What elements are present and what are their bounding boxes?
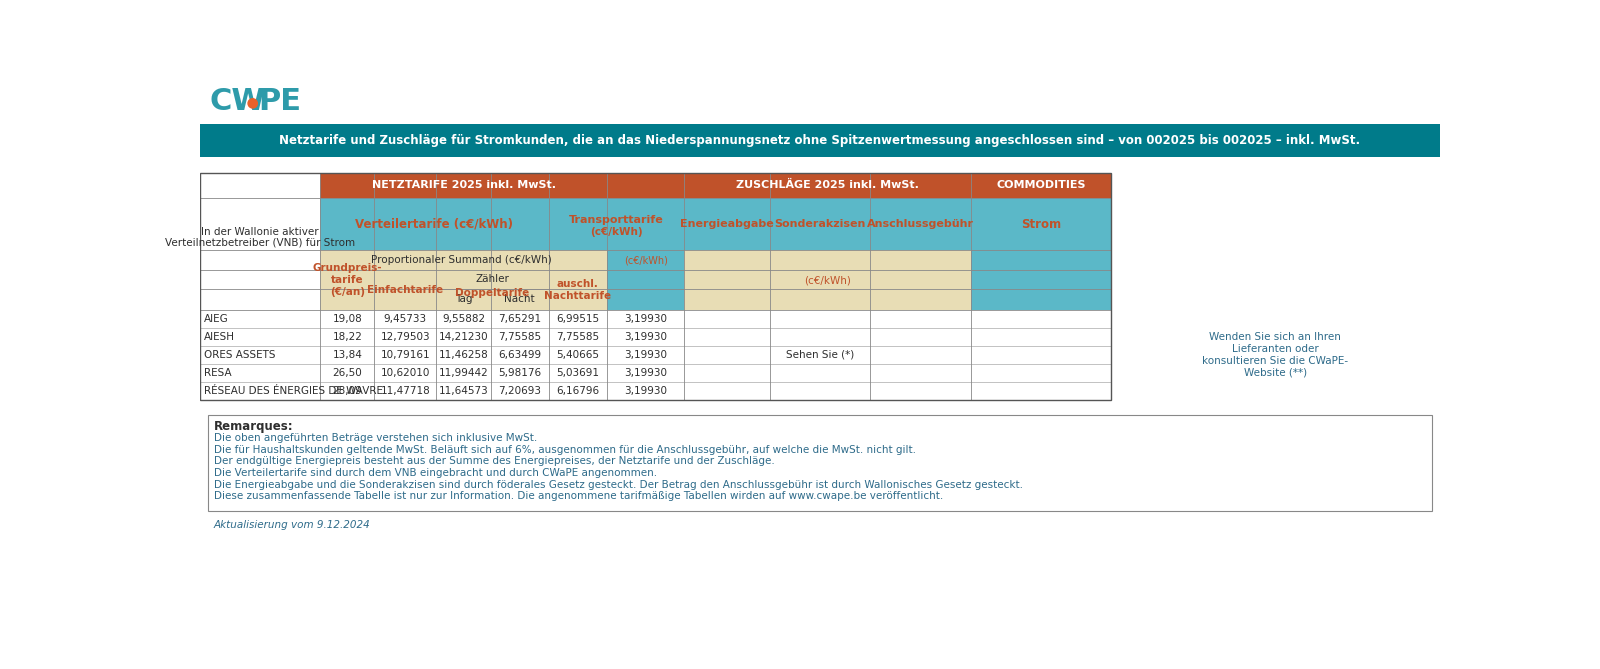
Text: 3,19930: 3,19930 [624,350,667,360]
Bar [320,250,374,310]
Text: 14,21230: 14,21230 [438,332,488,342]
Text: (c€/kWh): (c€/kWh) [805,275,851,285]
Text: 11,99442: 11,99442 [438,368,488,378]
Text: 7,75585: 7,75585 [498,332,541,342]
Bar [200,346,1110,364]
Text: 7,65291: 7,65291 [498,314,541,324]
Bar [971,198,1110,250]
Text: 19,08: 19,08 [333,314,362,324]
Bar [200,382,1110,400]
Text: Remarques:: Remarques: [214,419,293,433]
Circle shape [248,99,258,108]
Bar [374,250,437,310]
Text: 6,63499: 6,63499 [498,350,541,360]
Bar [971,250,1110,310]
Bar [770,198,870,250]
Text: Grundpreis-
tarife
(€/an): Grundpreis- tarife (€/an) [312,264,382,296]
Text: Diese zusammenfassende Tabelle ist nur zur Information. Die angenommene tarifmäß: Diese zusammenfassende Tabelle ist nur z… [214,491,944,501]
Text: 3,19930: 3,19930 [624,386,667,396]
Text: Wenden Sie sich an Ihren
Lieferanten oder
konsultieren Sie die CWaPE-
Website (*: Wenden Sie sich an Ihren Lieferanten ode… [1202,332,1349,377]
Text: 18,22: 18,22 [333,332,362,342]
Text: Die oben angeführten Beträge verstehen sich inklusive MwSt.: Die oben angeführten Beträge verstehen s… [214,434,538,444]
Text: (c€/kWh): (c€/kWh) [624,255,667,265]
Text: 11,64573: 11,64573 [438,386,488,396]
Bar [437,250,549,310]
Text: 10,62010: 10,62010 [381,368,430,378]
Bar [200,173,320,400]
Text: Doppeltarife: Doppeltarife [456,288,530,298]
Text: Nacht: Nacht [504,294,534,304]
Bar [320,198,549,250]
Bar [200,364,1110,382]
Text: PE: PE [258,88,301,116]
Text: Der endgültige Energiepreis besteht aus der Summe des Energiepreises, der Netzta: Der endgültige Energiepreis besteht aus … [214,456,774,466]
Text: RÉSEAU DES ÉNERGIES DE WAVRE: RÉSEAU DES ÉNERGIES DE WAVRE [203,386,382,396]
Text: 28,09: 28,09 [333,386,362,396]
Text: 5,03691: 5,03691 [557,368,600,378]
Text: 3,19930: 3,19930 [624,314,667,324]
Text: 3,19930: 3,19930 [624,368,667,378]
Text: Proportionaler Summand (c€/kWh): Proportionaler Summand (c€/kWh) [371,255,552,265]
Text: AIEG: AIEG [203,314,229,324]
Text: Verteilertarife (c€/kWh): Verteilertarife (c€/kWh) [355,218,514,231]
Bar [200,173,1110,400]
Text: Strom: Strom [1021,218,1061,231]
Text: 26,50: 26,50 [333,368,362,378]
Text: ORES ASSETS: ORES ASSETS [203,350,275,360]
Text: Sonderakzisen: Sonderakzisen [774,219,866,229]
Bar [606,173,685,198]
Bar [200,310,1110,328]
Text: RESA: RESA [203,368,232,378]
Text: 7,20693: 7,20693 [498,386,541,396]
Text: NETZTARIFE 2025 inkl. MwSt.: NETZTARIFE 2025 inkl. MwSt. [371,181,555,191]
Text: AIESH: AIESH [203,332,235,342]
Text: 12,79503: 12,79503 [381,332,430,342]
Text: 3,19930: 3,19930 [624,332,667,342]
Text: Energieabgabe: Energieabgabe [680,219,774,229]
Text: Zähler: Zähler [475,274,509,284]
Text: auschl.
Nachttarife: auschl. Nachttarife [544,279,611,300]
Text: 13,84: 13,84 [333,350,362,360]
Bar [685,198,770,250]
Text: Die Verteilertarife sind durch dem VNB eingebracht und durch CWaPE angenommen.: Die Verteilertarife sind durch dem VNB e… [214,468,658,478]
Bar [685,250,971,310]
Bar [549,198,685,250]
Bar [549,250,606,310]
Text: COMMODITIES: COMMODITIES [997,181,1086,191]
Bar [1110,173,1440,400]
Text: 6,99515: 6,99515 [557,314,600,324]
Text: In der Wallonie aktiver: In der Wallonie aktiver [202,227,318,237]
Text: 9,45733: 9,45733 [384,314,427,324]
Text: 5,40665: 5,40665 [557,350,600,360]
Text: Transporttarife: Transporttarife [570,215,664,225]
Text: 6,16796: 6,16796 [557,386,600,396]
Text: (c€/kWh): (c€/kWh) [590,227,643,237]
Text: 9,55882: 9,55882 [442,314,485,324]
Bar [685,173,971,198]
Bar [200,328,1110,346]
Text: 11,47718: 11,47718 [381,386,430,396]
Text: 10,79161: 10,79161 [381,350,430,360]
Text: CW: CW [210,88,266,116]
Text: 11,46258: 11,46258 [438,350,488,360]
Text: Anschlussgebühr: Anschlussgebühr [867,219,974,229]
Text: Verteilnetzbetreiber (VNB) für Strom: Verteilnetzbetreiber (VNB) für Strom [165,237,355,248]
Text: Netztarife und Zuschläge für Stromkunden, die an das Niederspannungsnetz ohne Sp: Netztarife und Zuschläge für Stromkunden… [280,134,1360,147]
Text: Sehen Sie (*): Sehen Sie (*) [786,350,854,360]
Text: Einfachtarife: Einfachtarife [368,285,443,295]
Bar [606,250,685,310]
Bar [208,415,1432,512]
Bar [971,173,1110,198]
Text: ZUSCHLÄGE 2025 inkl. MwSt.: ZUSCHLÄGE 2025 inkl. MwSt. [736,181,918,191]
Text: Tag: Tag [454,294,472,304]
Text: Die Energieabgabe und die Sonderakzisen sind durch föderales Gesetz gesteckt. De: Die Energieabgabe und die Sonderakzisen … [214,480,1022,490]
Text: Die für Haushaltskunden geltende MwSt. Beläuft sich auf 6%, ausgenommen für die : Die für Haushaltskunden geltende MwSt. B… [214,445,915,455]
Text: 5,98176: 5,98176 [498,368,541,378]
Text: Aktualisierung vom 9.12.2024: Aktualisierung vom 9.12.2024 [214,520,371,531]
Bar [870,198,971,250]
Bar [200,124,1440,157]
Text: 7,75585: 7,75585 [557,332,600,342]
Bar [320,173,606,198]
